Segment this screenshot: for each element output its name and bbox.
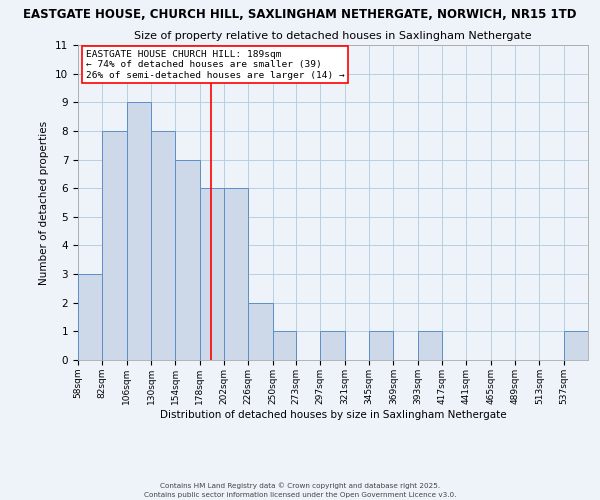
Bar bbox=[103, 131, 127, 360]
Text: EASTGATE HOUSE CHURCH HILL: 189sqm
← 74% of detached houses are smaller (39)
26%: EASTGATE HOUSE CHURCH HILL: 189sqm ← 74%… bbox=[86, 50, 344, 80]
Text: EASTGATE HOUSE, CHURCH HILL, SAXLINGHAM NETHERGATE, NORWICH, NR15 1TD: EASTGATE HOUSE, CHURCH HILL, SAXLINGHAM … bbox=[23, 8, 577, 20]
Title: Size of property relative to detached houses in Saxlingham Nethergate: Size of property relative to detached ho… bbox=[134, 32, 532, 42]
Bar bbox=[248, 302, 272, 360]
Bar bbox=[563, 332, 588, 360]
Bar bbox=[151, 131, 175, 360]
Bar bbox=[175, 160, 200, 360]
Bar bbox=[418, 332, 442, 360]
Y-axis label: Number of detached properties: Number of detached properties bbox=[40, 120, 49, 284]
Text: Contains HM Land Registry data © Crown copyright and database right 2025.: Contains HM Land Registry data © Crown c… bbox=[160, 482, 440, 489]
Bar bbox=[369, 332, 394, 360]
Bar bbox=[127, 102, 151, 360]
Text: Contains public sector information licensed under the Open Government Licence v3: Contains public sector information licen… bbox=[144, 492, 456, 498]
Bar bbox=[272, 332, 296, 360]
Bar bbox=[320, 332, 344, 360]
Bar bbox=[78, 274, 103, 360]
Bar bbox=[200, 188, 224, 360]
X-axis label: Distribution of detached houses by size in Saxlingham Nethergate: Distribution of detached houses by size … bbox=[160, 410, 506, 420]
Bar bbox=[224, 188, 248, 360]
